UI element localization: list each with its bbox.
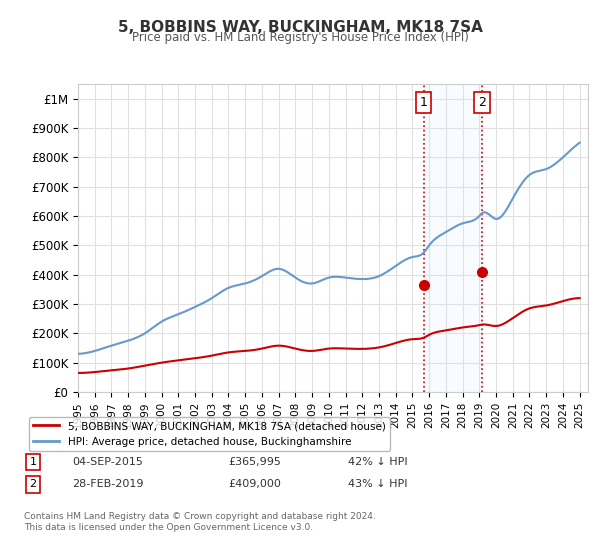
Text: 2: 2 — [478, 96, 486, 109]
Text: £365,995: £365,995 — [228, 457, 281, 467]
Text: 42% ↓ HPI: 42% ↓ HPI — [348, 457, 407, 467]
Text: 1: 1 — [419, 96, 428, 109]
Text: Contains HM Land Registry data © Crown copyright and database right 2024.
This d: Contains HM Land Registry data © Crown c… — [24, 512, 376, 532]
Bar — [424, 84, 482, 392]
Text: 5, BOBBINS WAY, BUCKINGHAM, MK18 7SA: 5, BOBBINS WAY, BUCKINGHAM, MK18 7SA — [118, 20, 482, 35]
Legend: 5, BOBBINS WAY, BUCKINGHAM, MK18 7SA (detached house), HPI: Average price, detac: 5, BOBBINS WAY, BUCKINGHAM, MK18 7SA (de… — [29, 417, 390, 451]
Text: Price paid vs. HM Land Registry's House Price Index (HPI): Price paid vs. HM Land Registry's House … — [131, 31, 469, 44]
Text: 28-FEB-2019: 28-FEB-2019 — [72, 479, 143, 489]
Text: 1: 1 — [29, 457, 37, 467]
Text: 2: 2 — [29, 479, 37, 489]
Text: £409,000: £409,000 — [228, 479, 281, 489]
Text: 04-SEP-2015: 04-SEP-2015 — [72, 457, 143, 467]
Text: 43% ↓ HPI: 43% ↓ HPI — [348, 479, 407, 489]
